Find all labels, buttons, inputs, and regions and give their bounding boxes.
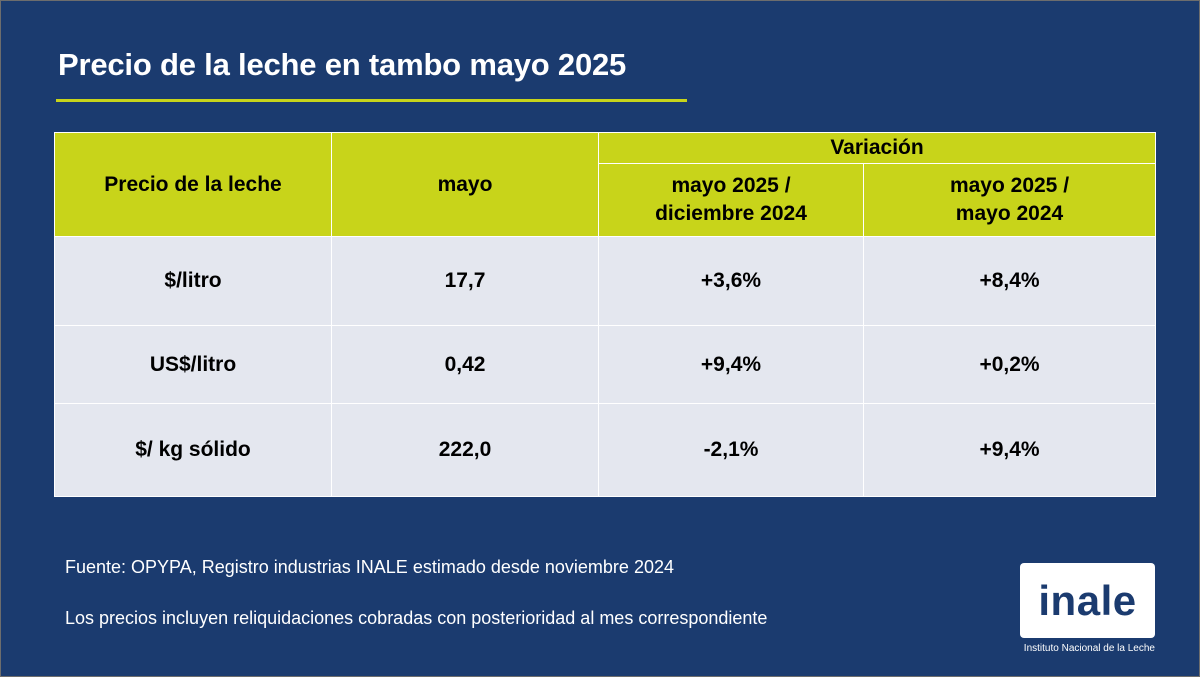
row-var-dec: +3,6%	[598, 236, 864, 326]
header-row-label: Precio de la leche	[54, 132, 332, 237]
price-table: Precio de la leche mayo Variación mayo 2…	[54, 132, 1157, 497]
logo-wordmark: inale	[1038, 576, 1137, 624]
table-row: $/ kg sólido 222,0 -2,1% +9,4%	[54, 403, 1157, 497]
row-var-dec: +9,4%	[598, 325, 864, 404]
header-variation-group: Variación	[597, 132, 1157, 164]
row-var-dec: -2,1%	[598, 403, 864, 497]
row-label: $/ kg sólido	[54, 403, 332, 497]
header-variation-may-line2: mayo 2024	[955, 202, 1064, 225]
prices-note: Los precios incluyen reliquidaciones cob…	[65, 608, 768, 628]
row-value: 222,0	[331, 403, 599, 497]
page-title: Precio de la leche en tambo mayo 2025	[58, 47, 627, 82]
table-row: $/litro 17,7 +3,6% +8,4%	[54, 236, 1157, 326]
header-month: mayo	[331, 132, 599, 237]
row-value: 0,42	[331, 325, 599, 404]
table-row: US$/litro 0,42 +9,4% +0,2%	[54, 325, 1157, 404]
row-value: 17,7	[331, 236, 599, 326]
header-variation-may-line1: mayo 2025 /	[949, 174, 1070, 197]
row-label: $/litro	[54, 236, 332, 326]
logo-caption: Instituto Nacional de la Leche	[1023, 643, 1155, 654]
header-variation-dec-line1: mayo 2025 /	[671, 174, 791, 197]
row-var-may: +9,4%	[862, 403, 1157, 497]
inale-logo: inale	[1020, 563, 1155, 638]
header-variation-dec-line2: diciembre 2024	[655, 202, 807, 225]
row-var-may: +8,4%	[862, 236, 1157, 326]
title-underline	[56, 99, 687, 102]
source-note: Fuente: OPYPA, Registro industrias INALE…	[65, 557, 674, 577]
header-variation-dec: mayo 2025 / diciembre 2024	[598, 163, 864, 237]
header-variation-may: mayo 2025 / mayo 2024	[862, 163, 1157, 237]
row-var-may: +0,2%	[862, 325, 1157, 404]
row-label: US$/litro	[54, 325, 332, 404]
